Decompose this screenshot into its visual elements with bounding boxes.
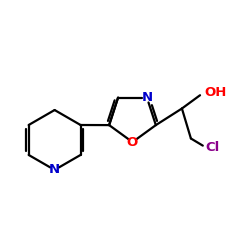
Text: N: N [141, 91, 152, 104]
Text: OH: OH [204, 86, 227, 98]
Text: Cl: Cl [206, 141, 220, 154]
Text: O: O [127, 136, 138, 148]
Text: N: N [49, 164, 60, 176]
